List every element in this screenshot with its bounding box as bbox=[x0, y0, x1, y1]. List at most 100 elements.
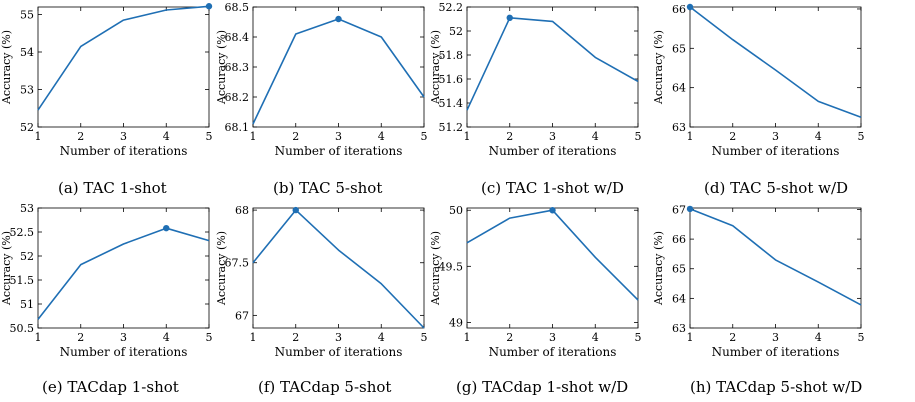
x-tick-label: 1 bbox=[35, 130, 42, 143]
series-line bbox=[689, 208, 862, 306]
best-point-marker bbox=[549, 207, 556, 214]
y-tick-label: 64 bbox=[672, 292, 686, 305]
y-axis-label: Accuracy (%) bbox=[0, 30, 13, 105]
x-axis-label: Number of iterations bbox=[275, 345, 403, 359]
series-line bbox=[37, 227, 210, 320]
y-tick-label: 51.5 bbox=[10, 274, 35, 287]
y-tick-label: 52 bbox=[20, 121, 34, 134]
x-tick-label: 3 bbox=[772, 130, 779, 143]
x-tick-label: 1 bbox=[250, 331, 257, 344]
caption-b: (b) TAC 5-shot bbox=[273, 179, 383, 197]
y-tick-label: 52.2 bbox=[439, 1, 464, 14]
x-tick-label: 2 bbox=[506, 331, 513, 344]
x-tick-label: 3 bbox=[549, 130, 556, 143]
x-tick-label: 4 bbox=[815, 130, 822, 143]
y-axis-label: Accuracy (%) bbox=[215, 231, 228, 306]
y-axis-label: Accuracy (%) bbox=[429, 231, 442, 306]
y-tick-label: 50.5 bbox=[10, 322, 35, 335]
best-point-marker bbox=[686, 205, 694, 213]
chart-panel-6: 1 2 3 4 5 67 67.5 68 Number of iterations Accurac… bbox=[215, 204, 428, 359]
x-tick-label: 2 bbox=[292, 130, 299, 143]
y-axis-label: Accuracy (%) bbox=[429, 30, 442, 105]
chart-panel-8: 1 2 3 4 5 63 64 65 66 67 Number of iterations Accur… bbox=[652, 203, 865, 359]
x-tick-label: 4 bbox=[815, 331, 822, 344]
best-point-marker bbox=[506, 14, 513, 21]
x-tick-label: 4 bbox=[378, 130, 385, 143]
plot-frame bbox=[466, 207, 639, 329]
x-tick-label: 5 bbox=[206, 331, 213, 344]
x-tick-label: 1 bbox=[250, 130, 257, 143]
x-axis-label: Number of iterations bbox=[60, 144, 188, 158]
y-tick-label: 51.4 bbox=[439, 97, 464, 110]
best-point-marker bbox=[686, 3, 694, 11]
y-tick-label: 68.5 bbox=[225, 1, 250, 14]
x-tick-label: 1 bbox=[464, 130, 471, 143]
x-tick-label: 1 bbox=[464, 331, 471, 344]
y-tick-label: 67 bbox=[672, 203, 686, 216]
plot-frame bbox=[252, 6, 425, 128]
x-tick-label: 2 bbox=[77, 130, 84, 143]
plot-frame bbox=[689, 6, 862, 128]
chart-panel-2: 1 2 3 4 5 68.1 68.2 68.3 68.4 68.5 Number of itera… bbox=[215, 1, 428, 158]
plot-frame bbox=[37, 6, 210, 128]
y-tick-label: 51.6 bbox=[439, 73, 464, 86]
best-point-marker bbox=[335, 15, 342, 23]
caption-c: (c) TAC 1-shot w/D bbox=[481, 179, 624, 197]
x-tick-label: 3 bbox=[120, 331, 127, 344]
x-tick-label: 1 bbox=[687, 130, 694, 143]
y-tick-label: 50 bbox=[449, 204, 463, 217]
x-tick-label: 4 bbox=[592, 331, 599, 344]
y-tick-label: 52 bbox=[20, 250, 34, 263]
plot-frame bbox=[37, 207, 210, 329]
x-tick-label: 1 bbox=[687, 331, 694, 344]
best-point-marker bbox=[292, 206, 299, 214]
x-tick-label: 2 bbox=[506, 130, 513, 143]
y-axis-label: Accuracy (%) bbox=[652, 30, 665, 105]
x-axis-label: Number of iterations bbox=[275, 144, 403, 158]
caption-g: (g) TACdap 1-shot w/D bbox=[456, 378, 629, 396]
y-tick-label: 64 bbox=[672, 82, 686, 95]
x-tick-label: 2 bbox=[729, 130, 736, 143]
series-line bbox=[252, 18, 425, 125]
y-tick-label: 63 bbox=[672, 322, 686, 335]
x-tick-label: 2 bbox=[292, 331, 299, 344]
y-tick-label: 67 bbox=[235, 309, 249, 322]
y-axis-label: Accuracy (%) bbox=[0, 231, 13, 306]
y-tick-label: 68 bbox=[235, 204, 249, 217]
y-tick-label: 68.3 bbox=[225, 61, 250, 74]
series-line bbox=[252, 209, 425, 329]
x-axis-label: Number of iterations bbox=[489, 345, 617, 359]
best-point-marker bbox=[163, 224, 170, 232]
y-tick-label: 51.8 bbox=[439, 49, 464, 62]
y-tick-label: 49.5 bbox=[439, 260, 464, 273]
series-line bbox=[466, 209, 639, 301]
x-tick-label: 5 bbox=[635, 331, 642, 344]
x-tick-label: 3 bbox=[772, 331, 779, 344]
caption-e: (e) TACdap 1-shot bbox=[42, 378, 179, 396]
x-tick-label: 2 bbox=[77, 331, 84, 344]
x-tick-label: 1 bbox=[35, 331, 42, 344]
y-tick-label: 53 bbox=[20, 84, 34, 97]
x-tick-label: 5 bbox=[635, 130, 642, 143]
y-tick-label: 52 bbox=[449, 25, 463, 38]
y-tick-label: 66 bbox=[672, 3, 686, 16]
x-tick-label: 3 bbox=[120, 130, 127, 143]
x-axis-label: Number of iterations bbox=[489, 144, 617, 158]
series-line bbox=[37, 5, 210, 111]
x-tick-label: 5 bbox=[421, 331, 428, 344]
plot-frame bbox=[252, 207, 425, 329]
best-point-marker bbox=[205, 3, 213, 10]
x-tick-label: 4 bbox=[163, 130, 170, 143]
x-tick-label: 5 bbox=[858, 331, 865, 344]
x-tick-label: 4 bbox=[163, 331, 170, 344]
y-tick-label: 66 bbox=[672, 233, 686, 246]
y-tick-label: 67.5 bbox=[225, 257, 250, 270]
y-tick-label: 68.1 bbox=[225, 121, 250, 134]
x-tick-label: 4 bbox=[592, 130, 599, 143]
y-tick-label: 54 bbox=[20, 46, 34, 59]
chart-panel-1: 1 2 3 4 5 52 53 54 55 Number of iterations Accurac… bbox=[0, 3, 213, 158]
x-tick-label: 2 bbox=[729, 331, 736, 344]
series-line bbox=[689, 6, 862, 118]
y-tick-label: 53 bbox=[20, 202, 34, 215]
